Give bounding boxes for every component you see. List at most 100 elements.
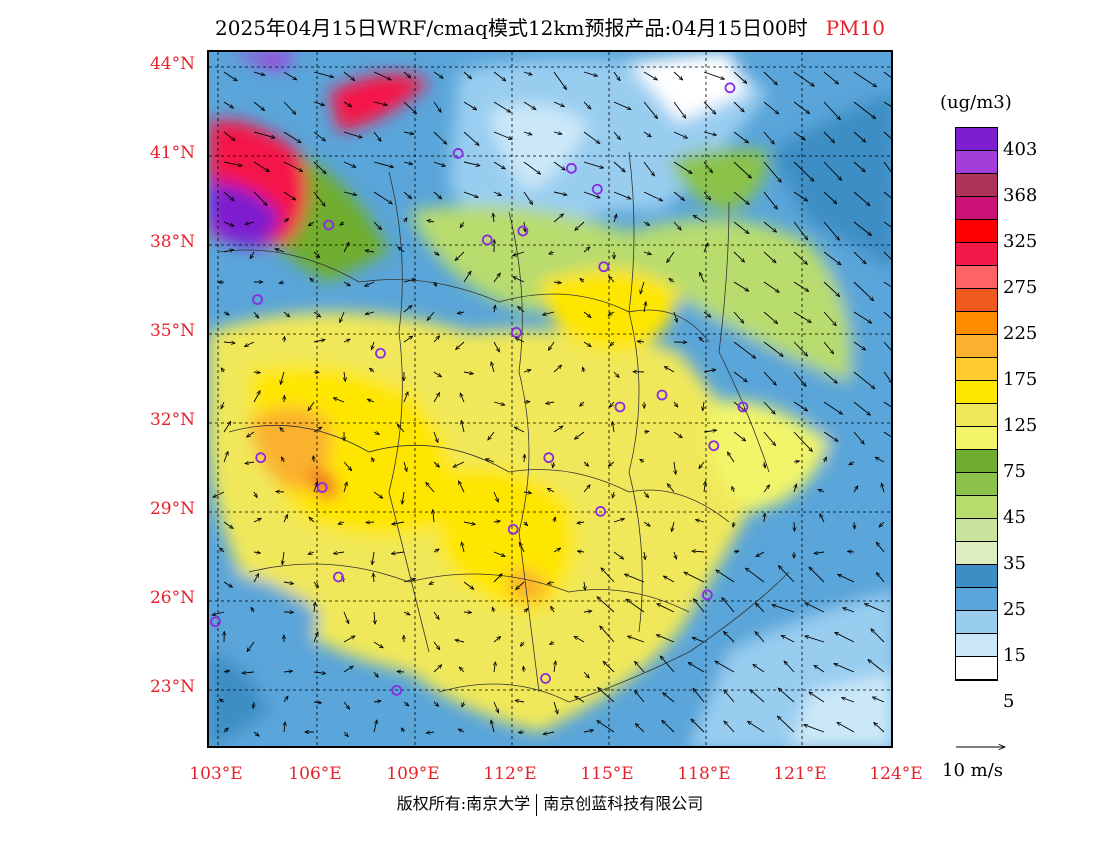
wind-arrow: [733, 341, 756, 358]
wind-arrow: [485, 459, 495, 463]
wind-arrow: [367, 399, 375, 402]
lat-label: 38°N: [149, 232, 195, 252]
wind-arrow: [864, 603, 885, 613]
wind-arrow: [583, 730, 594, 732]
wind-arrow: [494, 305, 495, 313]
wind-arrow: [279, 282, 285, 283]
legend-swatch: [956, 151, 997, 174]
wind-arrow: [583, 191, 600, 198]
wind-arrow: [253, 191, 267, 206]
wind-reference-arrow: [956, 740, 1007, 754]
wind-arrow: [343, 666, 353, 673]
wind-arrow: [398, 247, 405, 253]
legend-swatch: [956, 634, 997, 657]
wind-arrow: [283, 71, 297, 80]
wind-arrow: [733, 131, 749, 143]
lat-label: 32°N: [149, 410, 195, 430]
wind-arrow: [763, 251, 776, 263]
wind-arrow: [275, 249, 285, 253]
wind-arrow: [433, 510, 434, 523]
legend-swatch: [956, 197, 997, 220]
wind-arrow: [745, 568, 765, 583]
wind-arrow: [853, 101, 876, 119]
wind-arrow: [283, 101, 296, 114]
wind-arrow: [643, 131, 651, 137]
legend-label: 225: [1003, 323, 1038, 344]
wind-arrow: [814, 665, 825, 673]
wind-arrow: [314, 602, 315, 613]
wind-arrow: [493, 574, 502, 583]
wind-arrow: [794, 484, 797, 493]
wind-arrow: [613, 371, 619, 378]
wind-arrow: [703, 191, 711, 200]
wind-arrow: [715, 661, 735, 673]
wind-arrow: [433, 252, 439, 255]
wind-arrow: [703, 430, 717, 432]
legend-label: 45: [1003, 507, 1026, 528]
wind-arrow: [673, 131, 688, 139]
wind-arrow: [523, 370, 531, 372]
wind-arrow: [699, 337, 705, 343]
city-marker: [255, 452, 267, 464]
wind-arrow: [609, 276, 615, 283]
wind-arrow: [403, 336, 413, 343]
wind-arrow: [853, 281, 874, 301]
city-marker: [737, 401, 749, 413]
wind-arrow: [853, 431, 864, 444]
city-marker: [333, 571, 344, 583]
legend-units: (ug/m3): [940, 92, 1012, 113]
legend-label: 35: [1003, 553, 1026, 574]
concentration-blobs: [209, 52, 891, 746]
lat-label: 26°N: [149, 588, 195, 608]
legend-label: 175: [1003, 369, 1038, 390]
wind-arrow: [523, 71, 532, 75]
wind-arrow: [553, 701, 558, 714]
legend-label: 75: [1003, 461, 1026, 482]
wind-arrow: [402, 491, 404, 504]
legend-swatch: [956, 519, 997, 542]
wind-arrow: [610, 341, 615, 346]
wind-arrow: [493, 161, 505, 169]
city-marker: [391, 684, 403, 696]
wind-arrow: [777, 716, 795, 733]
wind-arrow: [747, 721, 765, 733]
wind-arrow: [283, 161, 303, 172]
wind-arrow: [251, 607, 254, 613]
wind-arrow: [755, 631, 765, 643]
wind-arrow: [763, 281, 779, 292]
wind-arrow: [553, 191, 567, 195]
wind-arrow: [373, 641, 383, 648]
wind-arrow: [794, 521, 795, 531]
wind-arrow: [784, 661, 795, 673]
wind-arrow: [343, 482, 347, 493]
wind-arrow: [549, 252, 555, 254]
wind-arrow: [763, 191, 778, 209]
wind-arrow: [223, 191, 234, 201]
wind-arrow: [493, 341, 499, 352]
wind-arrow: [523, 101, 536, 110]
legend-label: 275: [1003, 277, 1038, 298]
wind-arrow: [883, 101, 891, 107]
wind-arrow: [221, 368, 224, 373]
wind-arrow: [220, 401, 224, 409]
wind-arrow: [660, 656, 675, 673]
wind-arrow: [823, 71, 839, 84]
wind-arrow: [554, 661, 556, 673]
city-marker: [701, 589, 713, 601]
wind-arrow: [223, 451, 228, 463]
legend-swatch: [956, 335, 997, 358]
wind-arrow: [853, 251, 866, 264]
wind-arrow: [493, 71, 506, 81]
wind-arrow: [374, 611, 375, 624]
wind-arrow: [433, 549, 439, 552]
wind-arrow: [457, 312, 465, 314]
wind-arrow: [597, 721, 615, 733]
wind-arrow: [493, 191, 501, 197]
wind-arrow: [608, 461, 615, 466]
wind-arrow: [458, 728, 465, 732]
map-panel: [207, 50, 893, 748]
wind-arrow: [453, 461, 465, 468]
wind-arrow: [365, 312, 375, 314]
wind-arrow: [876, 573, 885, 583]
wind-arrow: [868, 659, 885, 673]
